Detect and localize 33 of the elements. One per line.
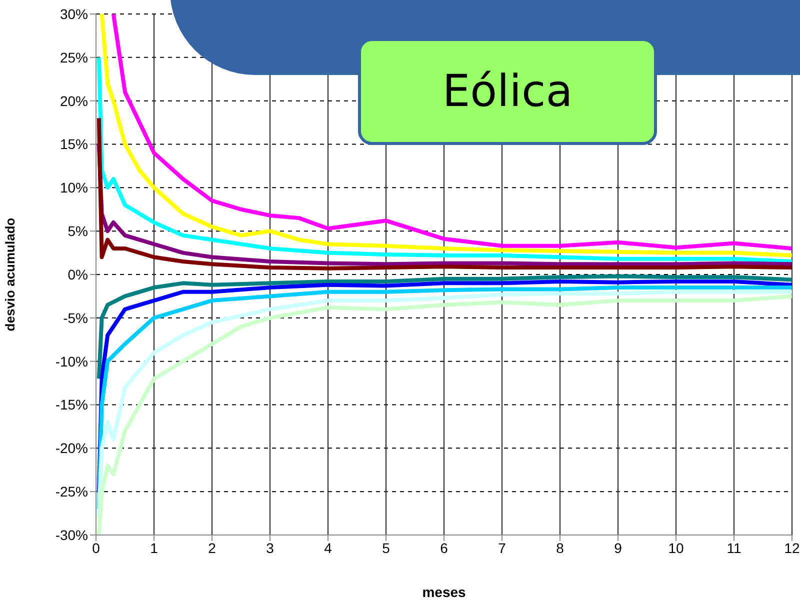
line-series xyxy=(96,142,792,266)
x-tick-label: 12 xyxy=(784,540,800,556)
line-series xyxy=(96,274,792,381)
x-tick-label: 9 xyxy=(614,540,622,556)
y-tick-label: -5% xyxy=(63,310,88,326)
x-tick-label: 6 xyxy=(440,540,448,556)
y-tick-label: -20% xyxy=(55,440,88,456)
x-tick-label: 7 xyxy=(498,540,506,556)
x-tick-label: 5 xyxy=(382,540,390,556)
y-tick-label: 15% xyxy=(60,136,88,152)
y-tick-label: 0% xyxy=(68,266,88,282)
text: Eólica xyxy=(442,66,573,117)
x-tick-label: 4 xyxy=(324,540,332,556)
x-tick-label: 0 xyxy=(92,540,100,556)
y-tick-label: 30% xyxy=(60,6,88,22)
x-tick-label: 2 xyxy=(208,540,216,556)
y-tick-label: -25% xyxy=(55,484,88,500)
y-tick-label: -15% xyxy=(55,396,88,413)
x-axis-title: meses xyxy=(422,584,466,600)
y-axis-title: desvio acumulado xyxy=(2,218,18,332)
y-tick-label: 20% xyxy=(60,92,88,109)
x-tick-label: 11 xyxy=(726,540,742,556)
x-tick-label: 10 xyxy=(668,540,684,556)
line-series xyxy=(96,116,792,270)
y-tick-label: 5% xyxy=(68,223,88,240)
line-series xyxy=(96,55,792,264)
y-tick-label: -30% xyxy=(55,526,88,543)
y-tick-label: 25% xyxy=(60,49,88,66)
y-tick-label: -10% xyxy=(55,353,88,370)
y-tick-label: 10% xyxy=(60,180,88,196)
x-tick-label: 1 xyxy=(150,540,158,556)
x-tick-label: 8 xyxy=(556,540,564,556)
x-tick-label: 3 xyxy=(266,540,274,556)
